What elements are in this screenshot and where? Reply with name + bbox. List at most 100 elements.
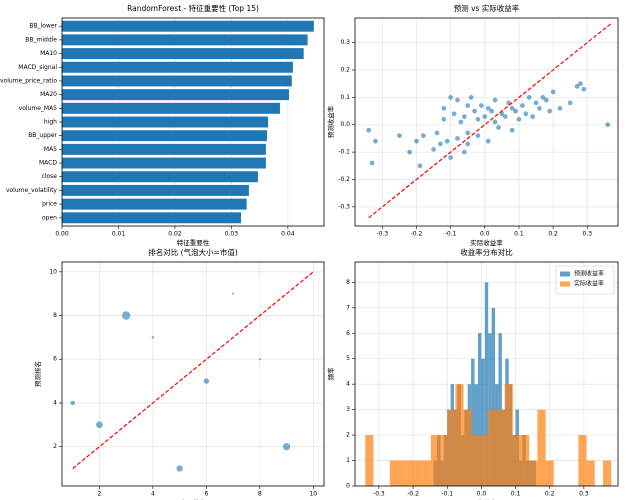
- histogram-bar: [398, 460, 407, 486]
- point: [530, 114, 535, 119]
- point: [475, 133, 481, 139]
- subplot: 排名对比 (气泡大小=市值) 实际排名 预测排名 2 4 6 8 10 2 4 6 8 10: [33, 247, 325, 500]
- y-tick-label: 4: [346, 381, 350, 388]
- y-tick-label: -0.3: [338, 203, 350, 210]
- point: [282, 443, 291, 451]
- point: [509, 127, 515, 133]
- histogram-bar: [447, 409, 456, 486]
- point: [537, 105, 542, 111]
- histogram-bar: [491, 307, 496, 486]
- point: [475, 116, 481, 122]
- point: [151, 336, 155, 339]
- y-tick-label: MACD_signal: [18, 64, 57, 71]
- point: [492, 97, 498, 103]
- x-tick-label: 0.03: [225, 231, 239, 238]
- y-axis-label: 频率: [326, 367, 335, 381]
- point: [482, 114, 488, 119]
- point: [414, 138, 419, 144]
- point: [526, 95, 532, 100]
- point: [468, 95, 474, 100]
- point: [461, 114, 467, 119]
- histogram-bar: [484, 282, 489, 486]
- point: [369, 160, 375, 166]
- point: [540, 95, 546, 100]
- point: [472, 108, 477, 114]
- x-tick-label: -0.3: [376, 231, 388, 238]
- legend-swatch: [560, 271, 570, 277]
- point: [485, 138, 491, 144]
- y-tick-label: -0.1: [338, 149, 350, 156]
- axes-frame: [354, 261, 619, 487]
- axes-frame: [61, 261, 325, 487]
- histogram-bar: [537, 409, 546, 486]
- y-tick-label: 3: [346, 406, 350, 413]
- point: [232, 292, 235, 295]
- x-tick-label: 4: [151, 491, 155, 498]
- subplot-title: 排名对比 (气泡大小=市值): [148, 247, 238, 257]
- bar: [62, 20, 314, 32]
- point: [581, 86, 587, 92]
- histogram-bar: [414, 460, 423, 486]
- point: [520, 103, 525, 108]
- y-tick-label: 2: [346, 432, 350, 439]
- point: [578, 81, 583, 87]
- y-tick-label: 8: [53, 312, 57, 319]
- x-tick-label: 0.2: [548, 231, 558, 238]
- x-axis-label: 特征重要性: [177, 238, 210, 247]
- histogram-bar: [471, 358, 475, 486]
- x-tick-label: 0.0: [480, 231, 490, 238]
- y-tick-label: 10: [49, 268, 57, 275]
- point: [550, 89, 556, 95]
- histogram-bar: [578, 435, 587, 486]
- legend-frame: [555, 265, 615, 295]
- histogram-bar: [602, 460, 612, 486]
- y-tick-label: 6: [53, 356, 57, 363]
- y-axis-label: 预测排名: [33, 361, 42, 387]
- histogram-bar: [488, 409, 497, 486]
- y-tick-label: price: [42, 201, 57, 208]
- histogram-bar: [481, 358, 485, 486]
- point: [489, 108, 494, 114]
- point: [417, 163, 423, 169]
- x-tick-label: 0.04: [281, 231, 295, 238]
- y-tick-label: 0: [346, 483, 350, 490]
- point: [513, 108, 518, 114]
- y-tick-label: 4: [53, 399, 57, 406]
- y-tick-label: BB_middle: [25, 36, 57, 43]
- bar: [62, 157, 266, 169]
- y-tick-label: 5: [346, 355, 350, 362]
- point: [465, 141, 471, 147]
- subplot: RandomForest - 特征重要性 (Top 15) 特征重要性 0.00 0.…: [0, 3, 325, 247]
- point: [397, 133, 402, 139]
- x-tick-label: 8: [258, 491, 262, 498]
- bar: [62, 89, 289, 101]
- x-tick-label: 6: [204, 491, 208, 498]
- x-tick-label: -0.2: [407, 491, 419, 498]
- x-axis-label: 实际排名: [180, 498, 206, 500]
- histogram-bar: [520, 435, 530, 486]
- x-tick-label: 0.00: [55, 231, 69, 238]
- bar: [62, 75, 292, 87]
- point: [176, 465, 183, 472]
- subplot-title: 收益率分布对比: [460, 247, 513, 257]
- y-tick-label: 7: [346, 304, 350, 311]
- histogram-bar: [455, 384, 464, 486]
- x-tick-label: -0.3: [373, 491, 385, 498]
- y-tick-label: volume_volatility: [6, 187, 57, 194]
- subplot: 收益率分布对比收益率 频率 -0.3 -0.2 -0.1 0.0 0.1 0.2 0.3 0 1 2 3…: [326, 247, 619, 500]
- x-tick-label: -0.1: [441, 491, 453, 498]
- histogram-bar: [365, 435, 374, 486]
- point: [492, 119, 498, 125]
- bar: [62, 34, 308, 46]
- point: [373, 138, 378, 144]
- histogram-bar: [471, 435, 481, 486]
- y-tick-label: volume_MA5: [19, 105, 58, 112]
- point: [543, 97, 549, 103]
- point: [605, 122, 611, 128]
- axes-frame: [61, 17, 325, 227]
- y-tick-label: 1: [346, 457, 350, 464]
- bar: [62, 184, 249, 196]
- histogram-bar: [480, 435, 489, 486]
- point: [574, 84, 580, 89]
- histogram-bar: [439, 435, 448, 486]
